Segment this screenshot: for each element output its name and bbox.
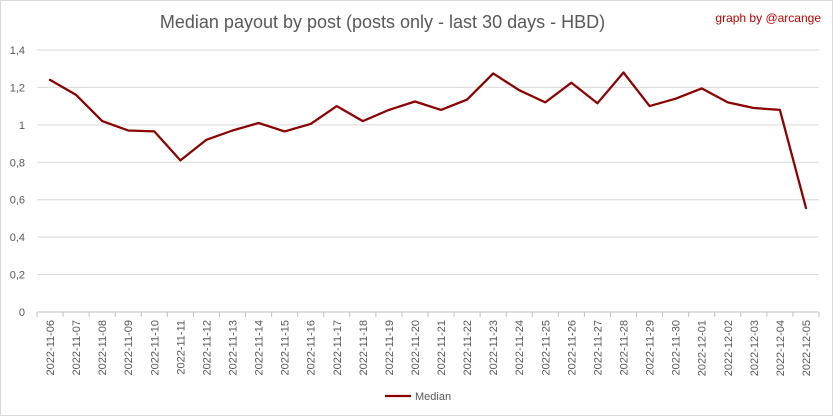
y-tick-label: 0,6: [10, 195, 25, 207]
y-tick-label: 0,2: [10, 270, 25, 282]
data-point: [152, 129, 156, 133]
x-tick-label: 2022-11-16: [306, 320, 318, 375]
data-point: [439, 108, 443, 112]
x-tick-label: 2022-11-29: [645, 320, 657, 375]
y-tick-label: 1,4: [10, 45, 25, 57]
data-point: [100, 119, 104, 123]
data-point: [778, 108, 782, 112]
data-point: [309, 122, 313, 126]
x-tick-label: 2022-11-08: [97, 320, 109, 375]
x-tick-label: 2022-11-30: [671, 320, 683, 375]
x-tick-label: 2022-11-23: [488, 320, 500, 375]
y-tick-label: 1: [19, 120, 25, 132]
x-tick-label: 2022-11-24: [514, 320, 526, 375]
x-tick-label: 2022-12-01: [697, 320, 709, 376]
series-line-median: [48, 71, 808, 210]
x-tick-label: 2022-11-11: [175, 320, 187, 375]
x-tick-label: 2022-11-19: [384, 320, 396, 375]
data-point: [622, 70, 626, 74]
y-tick-label: 0,8: [10, 157, 25, 169]
x-tick-label: 2022-11-20: [410, 320, 422, 375]
x-tick-label: 2022-12-02: [723, 320, 735, 376]
data-point: [752, 106, 756, 110]
data-point: [204, 138, 208, 142]
data-point: [48, 78, 52, 82]
x-tick-label: 2022-11-06: [45, 320, 57, 375]
data-point: [465, 98, 469, 102]
y-tick-label: 1,2: [10, 82, 25, 94]
x-tick-label: 2022-11-22: [462, 320, 474, 375]
x-tick-label: 2022-11-28: [619, 320, 631, 375]
data-point: [595, 101, 599, 105]
x-tick-label: 2022-11-07: [71, 320, 83, 375]
x-tick-label: 2022-11-13: [228, 320, 240, 375]
data-point: [804, 206, 808, 210]
data-point: [387, 108, 391, 112]
data-point: [257, 121, 261, 125]
y-tick-label: 0,4: [10, 232, 25, 244]
data-point: [283, 129, 287, 133]
data-point: [700, 86, 704, 90]
x-tick-label: 2022-12-03: [749, 320, 761, 376]
x-tick-label: 2022-11-15: [280, 320, 292, 375]
data-point: [569, 81, 573, 85]
x-tick-label: 2022-11-26: [566, 320, 578, 375]
chart-title: Median payout by post (posts only - last…: [159, 12, 606, 32]
chart-credit: graph by @arcange: [715, 11, 821, 25]
x-tick-label: 2022-11-14: [254, 320, 266, 375]
data-point: [361, 119, 365, 123]
x-tick-label: 2022-11-09: [123, 320, 135, 375]
x-tick-label: 2022-11-18: [358, 320, 370, 375]
data-point: [231, 128, 235, 132]
data-point: [517, 88, 521, 92]
x-tick-label: 2022-12-04: [775, 320, 787, 376]
legend-label: Median: [415, 391, 451, 403]
data-point: [543, 100, 547, 104]
data-point: [648, 104, 652, 108]
y-tick-label: 0: [19, 307, 25, 319]
data-point: [74, 93, 78, 97]
x-tick-label: 2022-11-21: [436, 320, 448, 375]
x-tick-label: 2022-11-25: [540, 320, 552, 375]
data-point: [726, 100, 730, 104]
x-tick-label: 2022-12-05: [801, 320, 813, 376]
x-tick-label: 2022-11-17: [332, 320, 344, 375]
x-tick-label: 2022-11-27: [592, 320, 604, 375]
data-point: [178, 158, 182, 162]
data-point: [126, 128, 130, 132]
x-tick-label: 2022-11-12: [201, 320, 213, 375]
data-point: [413, 99, 417, 103]
data-point: [491, 71, 495, 75]
x-tick-label: 2022-11-10: [149, 320, 161, 375]
data-point: [335, 104, 339, 108]
data-point: [674, 97, 678, 101]
